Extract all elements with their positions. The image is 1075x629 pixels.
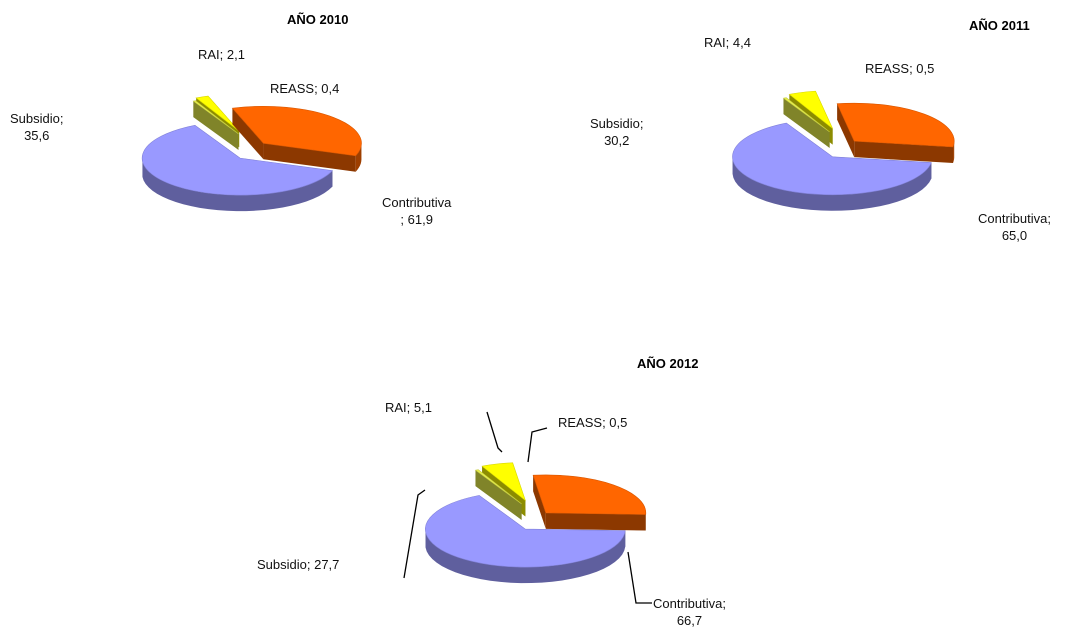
label-line: ; 61,9 bbox=[382, 211, 451, 228]
pie-slice-subsidio bbox=[533, 475, 646, 531]
label-line: Contributiva bbox=[382, 194, 451, 211]
pie-2012-svg bbox=[0, 340, 1075, 628]
leader-line bbox=[487, 412, 502, 452]
label-reass: REASS; 0,4 bbox=[270, 80, 339, 97]
label-subsidio: Subsidio; 30,2 bbox=[590, 115, 643, 149]
label-line: 65,0 bbox=[978, 227, 1051, 244]
leader-line bbox=[628, 552, 652, 603]
label-subsidio: Subsidio; 35,6 bbox=[10, 110, 63, 144]
label-rai: RAI; 2,1 bbox=[198, 46, 245, 63]
label-line: Subsidio; 27,7 bbox=[257, 556, 339, 573]
label-reass: REASS; 0,5 bbox=[865, 60, 934, 77]
label-line: RAI; 4,4 bbox=[704, 34, 751, 51]
label-line: REASS; 0,5 bbox=[865, 60, 934, 77]
label-line: 66,7 bbox=[653, 612, 726, 629]
pie-chart-2011: AÑO 2011 RAI; 4,4 REASS; 0,5 Subsidio; 3… bbox=[540, 0, 1075, 280]
label-line: 30,2 bbox=[590, 132, 643, 149]
label-subsidio: Subsidio; 27,7 bbox=[257, 556, 339, 573]
label-contributiva: Contributiva ; 61,9 bbox=[382, 194, 451, 228]
pie-2010-svg bbox=[0, 0, 540, 270]
label-line: RAI; 5,1 bbox=[385, 399, 432, 416]
leader-line bbox=[528, 428, 547, 462]
label-line: RAI; 2,1 bbox=[198, 46, 245, 63]
leader-line bbox=[404, 490, 425, 578]
label-line: Subsidio; bbox=[10, 110, 63, 127]
slice-side-wall bbox=[546, 513, 646, 531]
label-line: 35,6 bbox=[10, 127, 63, 144]
label-line: Contributiva; bbox=[653, 595, 726, 612]
pie-chart-2010: AÑO 2010 RAI; 2,1 REASS; 0,4 Subsidio; 3… bbox=[0, 0, 540, 270]
label-contributiva: Contributiva; 66,7 bbox=[653, 595, 726, 629]
label-reass: REASS; 0,5 bbox=[558, 414, 627, 431]
label-line: Subsidio; bbox=[590, 115, 643, 132]
label-line: REASS; 0,4 bbox=[270, 80, 339, 97]
label-line: Contributiva; bbox=[978, 210, 1051, 227]
label-contributiva: Contributiva; 65,0 bbox=[978, 210, 1051, 244]
slice-top-subsidio bbox=[837, 103, 954, 147]
label-rai: RAI; 4,4 bbox=[704, 34, 751, 51]
slice-top-subsidio bbox=[533, 475, 646, 515]
pie-slice-subsidio bbox=[837, 103, 954, 163]
label-rai: RAI; 5,1 bbox=[385, 399, 432, 416]
label-line: REASS; 0,5 bbox=[558, 414, 627, 431]
pie-chart-2012: AÑO 2012 RAI; 5,1 REASS; 0,5 Subsidio; 2… bbox=[0, 340, 1075, 628]
